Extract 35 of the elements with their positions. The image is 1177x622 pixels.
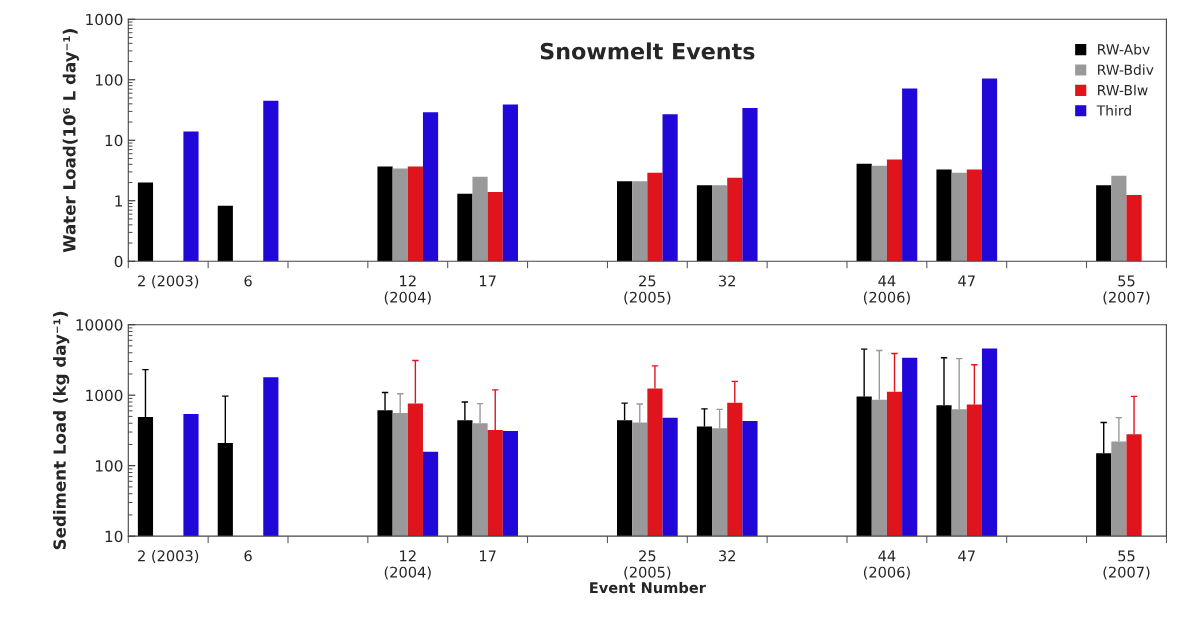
y-tick-label: 10000 [76, 319, 123, 331]
x-tick-label: 55 (2007) [1103, 275, 1150, 305]
y-axis-title: Water Load(10⁶ L day⁻¹) [62, 29, 79, 253]
y-tick-label: 100 [95, 460, 123, 472]
legend-label: RW-Blw [1098, 84, 1148, 96]
x-tick-label: 44 (2006) [863, 275, 910, 305]
x-tick-label: 2 (2003) [138, 275, 199, 289]
y-tick-label: 1000 [86, 13, 123, 26]
y-tick-label: 1000 [86, 389, 123, 402]
x-tick-label: 17 [479, 550, 496, 562]
legend-label: Third [1096, 105, 1131, 116]
x-tick-label: 55 (2007) [1103, 550, 1150, 580]
x-tick-label: 6 [244, 550, 252, 562]
x-tick-label: 25 (2005) [624, 550, 671, 580]
x-tick-label: 44 (2006) [863, 550, 910, 580]
x-tick-label: 47 [958, 275, 975, 287]
y-tick-label: 10 [105, 530, 123, 543]
text: Snowmelt Events [540, 42, 755, 60]
y-tick-label: 0 [114, 255, 123, 268]
legend-label: RW-Abv [1098, 43, 1150, 55]
x-tick-label: 17 [479, 275, 496, 287]
y-tick-label: 100 [95, 74, 123, 86]
y-tick-label: 1 [115, 195, 123, 207]
x-tick-label: 32 [719, 275, 736, 287]
x-tick-label: 47 [958, 550, 975, 562]
legend-label: RW-Bdiv [1098, 64, 1154, 76]
x-tick-label: 25 (2005) [624, 275, 671, 305]
y-tick-label: 10 [105, 134, 123, 147]
x-tick-label: 6 [244, 275, 252, 287]
x-tick-label: 2 (2003) [138, 550, 199, 564]
x-tick-label: 32 [719, 550, 736, 562]
x-tick-label: 12 (2004) [384, 275, 431, 305]
y-axis-title: Sediment Load (kg day⁻¹) [53, 311, 70, 550]
x-tick-label: 12 (2004) [384, 550, 431, 580]
x-axis-title: Event Number [590, 581, 706, 594]
